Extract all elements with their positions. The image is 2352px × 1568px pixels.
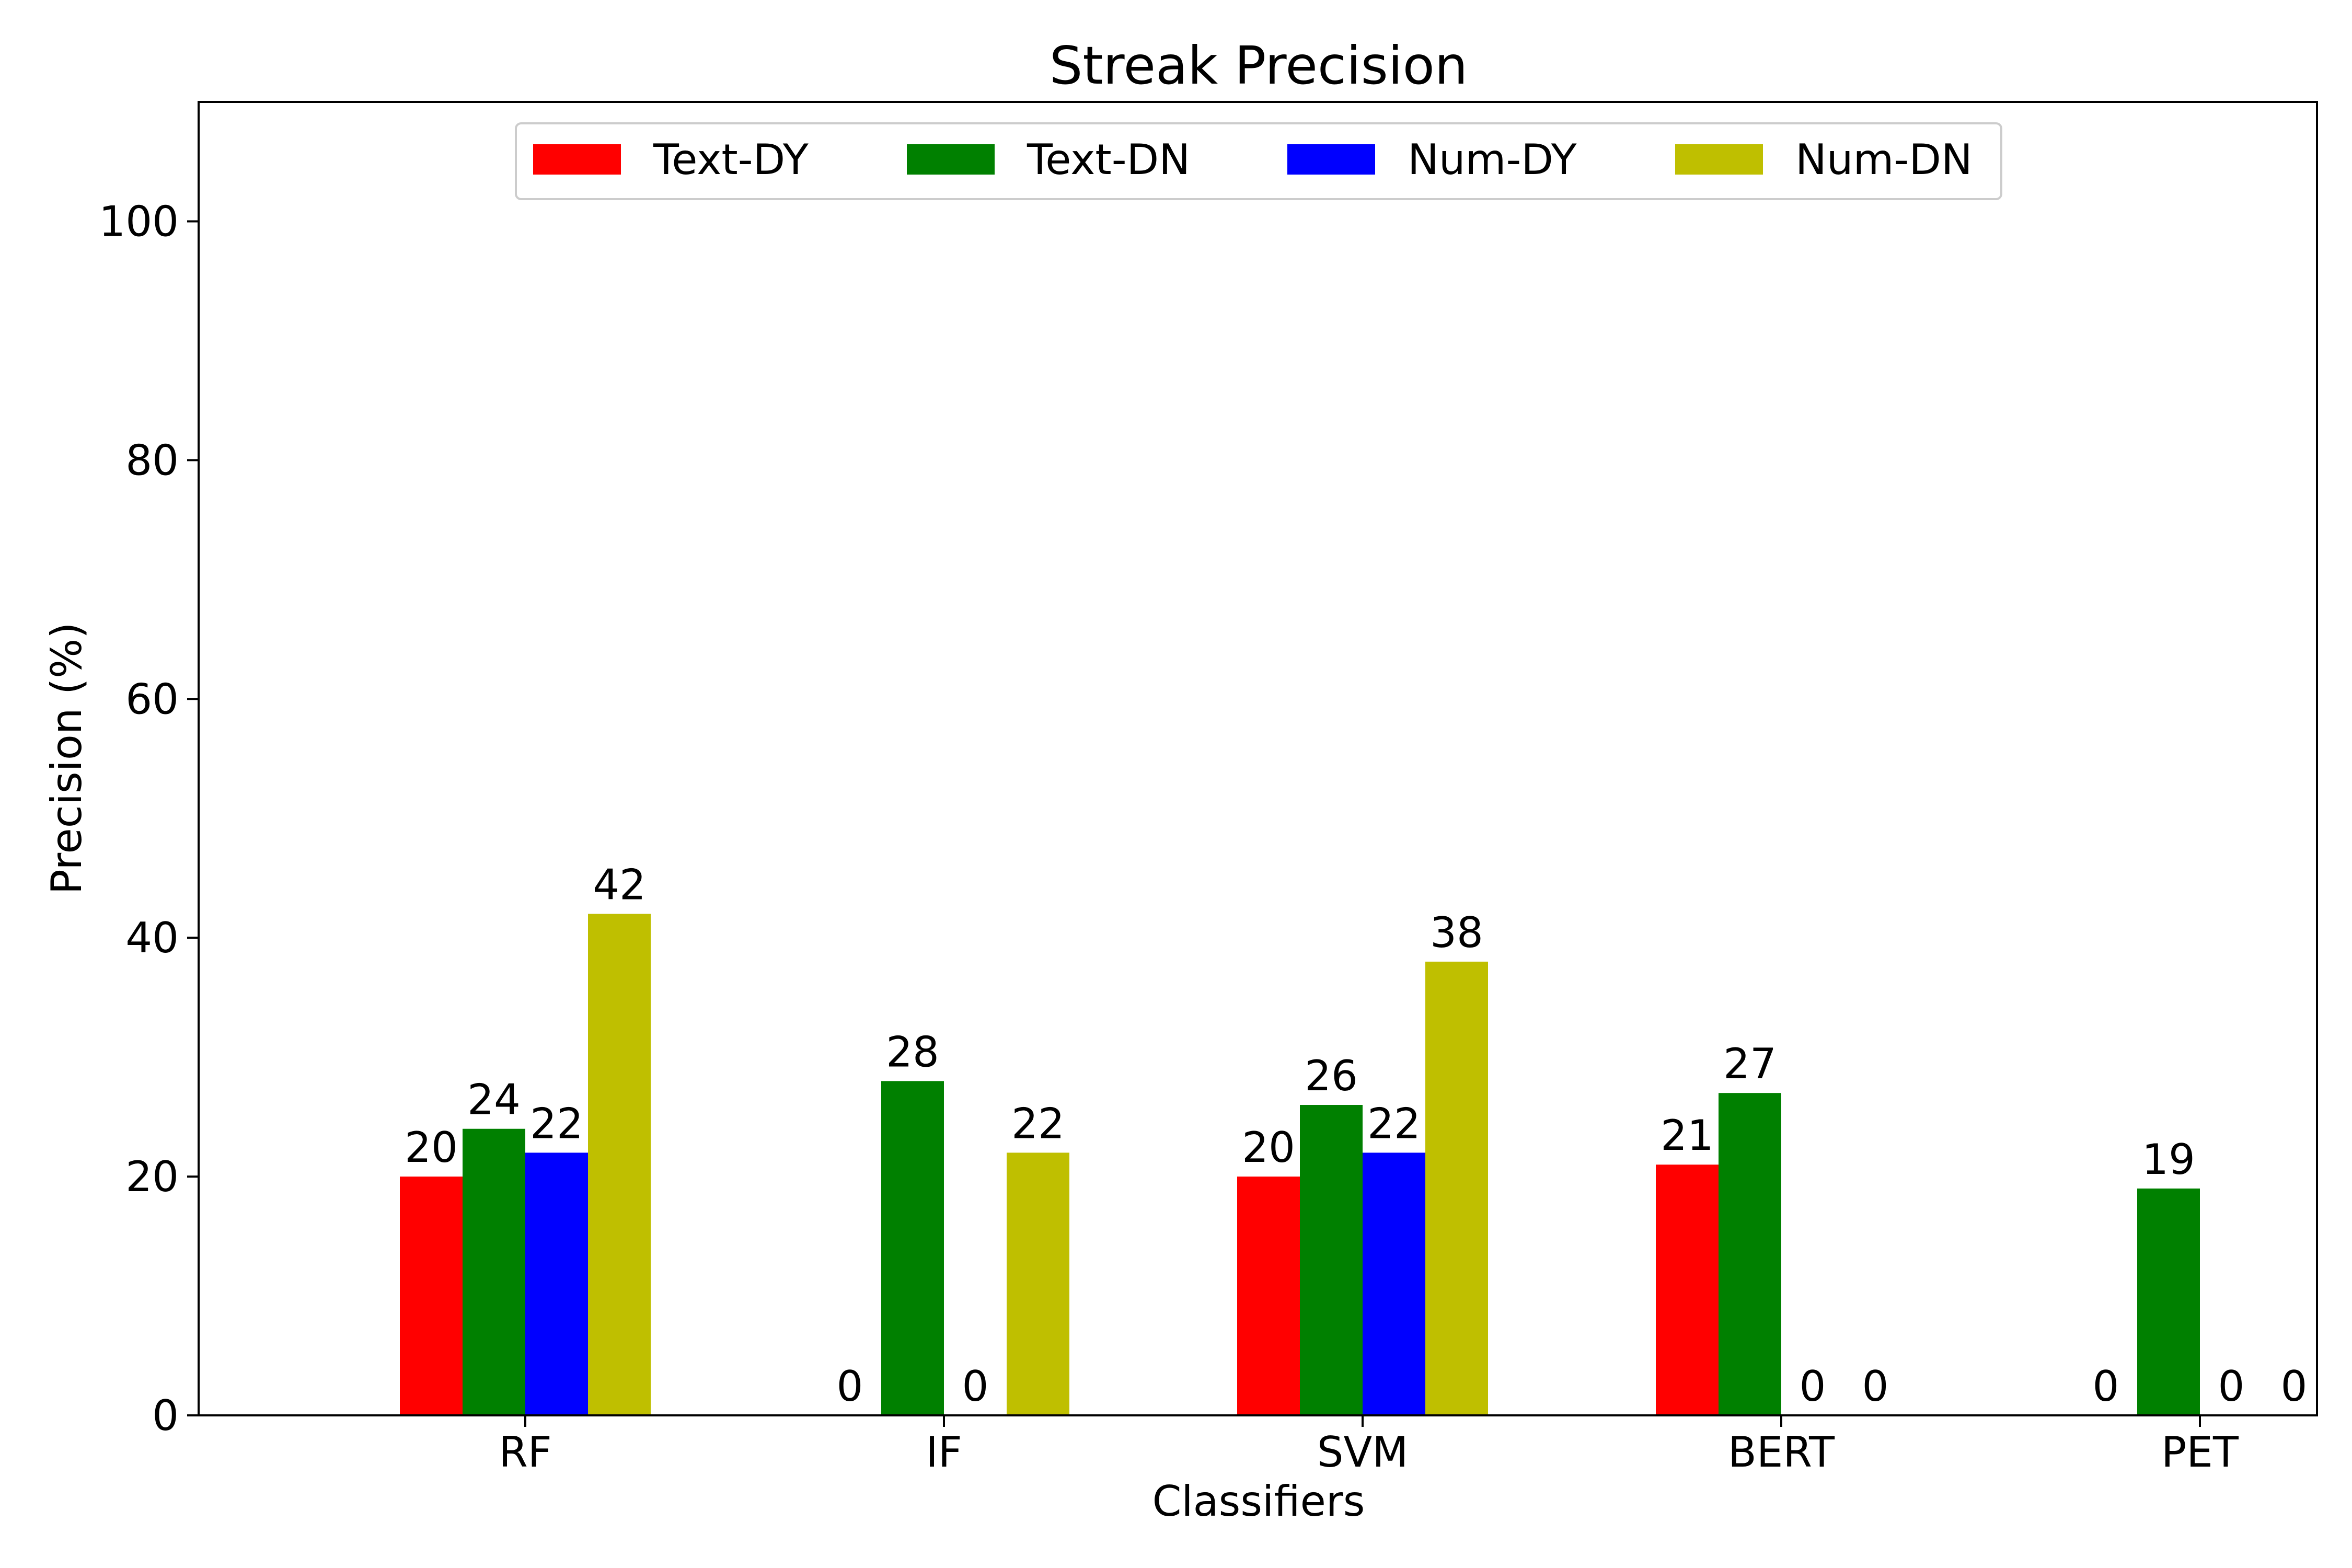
- chart-title: Streak Precision: [1050, 35, 1468, 96]
- data-label-pet-text-dn: 19: [2142, 1135, 2195, 1184]
- data-label-bert-num-dn: 0: [1862, 1362, 1889, 1411]
- x-axis: RF IF SVM BERT PET: [499, 1415, 2239, 1477]
- data-label-if-num-dy: 0: [962, 1362, 989, 1411]
- legend-label-num-dy: Num-DY: [1408, 135, 1577, 184]
- bars-layer: [400, 914, 2200, 1415]
- data-label-svm-num-dy: 22: [1367, 1099, 1421, 1148]
- x-tick-label-rf: RF: [499, 1428, 552, 1477]
- legend-swatch-num-dy: [1287, 144, 1375, 175]
- legend-label-num-dn: Num-DN: [1795, 135, 1973, 184]
- data-label-pet-num-dy: 0: [2218, 1362, 2245, 1411]
- legend-label-text-dn: Text-DN: [1027, 135, 1190, 184]
- bar-svm-text-dy: [1237, 1177, 1300, 1415]
- legend-label-text-dy: Text-DY: [653, 135, 809, 184]
- data-label-rf-num-dn: 42: [593, 860, 646, 909]
- data-label-svm-text-dn: 26: [1305, 1052, 1358, 1100]
- data-label-bert-num-dy: 0: [1800, 1362, 1826, 1411]
- y-tick-label: 60: [125, 675, 179, 723]
- data-label-pet-num-dn: 0: [2281, 1362, 2308, 1411]
- bar-pet-text-dn: [2137, 1188, 2200, 1415]
- legend-frame: [515, 122, 2002, 200]
- legend-swatch-text-dn: [907, 144, 995, 175]
- y-tick-label: 20: [125, 1152, 179, 1201]
- data-label-rf-text-dy: 20: [405, 1123, 458, 1172]
- y-tick-label: 40: [125, 914, 179, 962]
- bar-if-text-dn: [881, 1081, 944, 1415]
- y-tick-label: 80: [125, 436, 179, 485]
- data-label-rf-num-dy: 22: [530, 1099, 583, 1148]
- bar-bert-text-dn: [1719, 1093, 1781, 1415]
- data-label-pet-text-dy: 0: [2093, 1362, 2119, 1411]
- data-label-svm-num-dn: 38: [1430, 908, 1483, 957]
- data-label-if-text-dy: 0: [837, 1362, 863, 1411]
- x-tick-label-bert: BERT: [1728, 1428, 1835, 1477]
- bar-if-num-dn: [1007, 1152, 1069, 1415]
- data-label-if-text-dn: 28: [886, 1028, 939, 1076]
- y-tick-label: 0: [152, 1391, 179, 1440]
- y-axis-label: Precision (%): [42, 622, 91, 895]
- data-label-rf-text-dn: 24: [467, 1076, 521, 1124]
- bar-svm-num-dn: [1425, 961, 1488, 1415]
- data-label-svm-text-dy: 20: [1242, 1123, 1295, 1172]
- x-tick-label-svm: SVM: [1317, 1428, 1409, 1477]
- legend-swatch-num-dn: [1675, 144, 1763, 175]
- legend: Text-DY Text-DN Num-DY Num-DN: [515, 122, 2002, 200]
- bar-rf-num-dy: [525, 1152, 588, 1415]
- x-tick-label-if: IF: [926, 1428, 962, 1477]
- legend-swatch-text-dy: [533, 144, 621, 175]
- data-label-bert-text-dn: 27: [1723, 1040, 1777, 1088]
- bar-rf-num-dn: [588, 914, 651, 1415]
- y-axis: 0 20 40 60 80 100: [99, 197, 199, 1440]
- bar-svm-text-dn: [1300, 1105, 1363, 1415]
- data-label-bert-text-dy: 21: [1661, 1111, 1714, 1160]
- x-tick-label-pet: PET: [2161, 1428, 2239, 1477]
- bar-svm-num-dy: [1363, 1152, 1425, 1415]
- bar-bert-text-dy: [1656, 1165, 1719, 1415]
- plot-area-frame: [198, 101, 2318, 1416]
- x-axis-label: Classifiers: [1152, 1477, 1365, 1526]
- bar-rf-text-dy: [400, 1177, 463, 1415]
- data-label-if-num-dn: 22: [1011, 1099, 1065, 1148]
- y-tick-label: 100: [99, 197, 179, 246]
- bar-rf-text-dn: [463, 1128, 525, 1415]
